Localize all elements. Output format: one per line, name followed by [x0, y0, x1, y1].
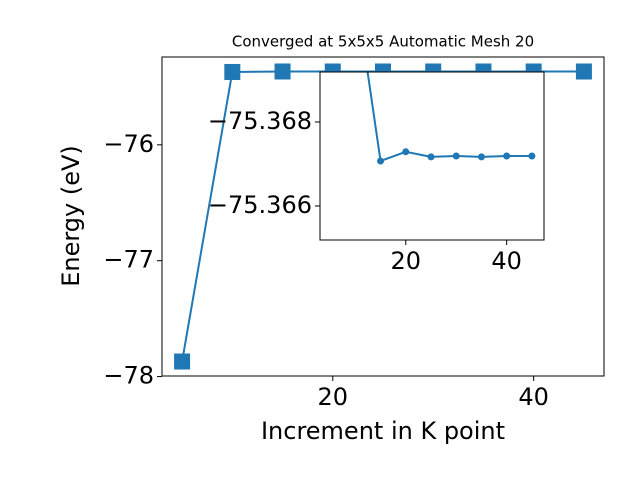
- y-tick-label: −76: [103, 130, 154, 158]
- data-point: [528, 152, 536, 160]
- y-axis-label: Energy (eV): [57, 145, 85, 287]
- data-point: [377, 157, 385, 165]
- data-point: [274, 63, 291, 80]
- y-tick-label: −78: [103, 362, 154, 390]
- axes-frame: [319, 71, 545, 241]
- data-point: [503, 152, 511, 160]
- chart-title: Converged at 5x5x5 Automatic Mesh 20: [232, 33, 534, 51]
- plot-content: [366, 72, 536, 165]
- x-tick-label: 20: [317, 383, 348, 411]
- x-tick-label: 40: [518, 383, 549, 411]
- data-point: [174, 353, 191, 370]
- x-tick-label: 40: [491, 247, 522, 275]
- x-axis-label: Increment in K point: [261, 417, 505, 445]
- y-tick-label: −77: [103, 246, 154, 274]
- data-point: [477, 153, 485, 161]
- data-point: [224, 63, 241, 80]
- data-point: [402, 148, 410, 156]
- x-tick-label: 20: [390, 247, 421, 275]
- y-tick-label: −75.368: [208, 107, 312, 135]
- data-point: [575, 63, 592, 80]
- data-point: [452, 152, 460, 160]
- axes-frame: [161, 56, 605, 377]
- y-tick-label: −75.366: [208, 191, 312, 219]
- data-point: [427, 153, 435, 161]
